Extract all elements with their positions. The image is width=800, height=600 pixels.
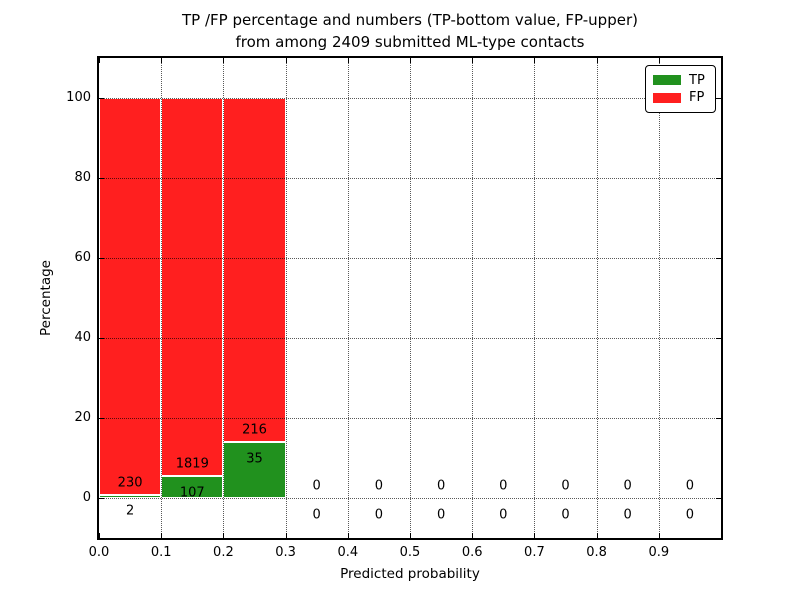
- gridline-vertical: [658, 58, 660, 538]
- x-tick-mark-top: [410, 58, 411, 63]
- fp-count-label: 0: [499, 478, 508, 494]
- y-tick-label: 0: [82, 490, 91, 505]
- tp-count-label: 0: [436, 507, 446, 523]
- y-tick-mark-right: [716, 178, 721, 179]
- bar-segment-fp: [161, 98, 224, 476]
- y-tick-mark-right: [716, 98, 721, 99]
- x-tick-label: 0.0: [88, 545, 110, 560]
- y-tick-mark-left: [99, 338, 104, 339]
- x-tick-mark-bottom: [161, 533, 163, 538]
- tp-count-label: 0: [312, 507, 321, 523]
- tp-count-label: 107: [179, 485, 205, 501]
- bar-segment-fp: [223, 98, 286, 443]
- x-tick-label: 0.3: [275, 545, 296, 560]
- gridline-vertical: [596, 58, 598, 538]
- gridline-vertical: [223, 58, 225, 538]
- fp-count-label: 0: [685, 478, 695, 494]
- y-tick-mark-left: [99, 258, 104, 259]
- fp-count-label: 0: [312, 478, 321, 494]
- x-tick-label: 0.8: [586, 545, 607, 560]
- legend-item-tp: TP: [653, 74, 708, 87]
- tp-count-label: 2: [125, 503, 135, 519]
- x-tick-mark-top: [347, 58, 349, 63]
- y-tick-label: 20: [74, 410, 91, 425]
- y-tick-label: 100: [66, 90, 91, 105]
- fp-count-label: 1819: [175, 456, 209, 472]
- gridline-vertical: [534, 58, 536, 538]
- chart-title-line1: TP /FP percentage and numbers (TP-bottom…: [182, 11, 638, 29]
- gridline-vertical: [472, 58, 474, 538]
- x-tick-mark-top: [161, 58, 163, 63]
- tp-count-label: 35: [246, 451, 263, 467]
- y-tick-label: 60: [74, 250, 91, 265]
- x-tick-label: 0.9: [648, 545, 670, 560]
- y-tick-mark-right: [716, 418, 721, 419]
- fp-count-label: 230: [117, 475, 143, 491]
- x-tick-mark-bottom: [285, 533, 287, 538]
- x-tick-label: 0.5: [399, 545, 421, 560]
- gridline-vertical: [285, 58, 287, 538]
- gridline-vertical: [410, 58, 411, 538]
- y-tick-mark-left: [99, 418, 104, 419]
- tp-count-label: 0: [623, 507, 632, 523]
- gridline-vertical: [161, 58, 163, 538]
- legend-item-fp: FP: [653, 91, 708, 104]
- bar-segment-fp: [99, 98, 162, 495]
- x-tick-mark-top: [99, 58, 100, 63]
- fp-count-label: 0: [623, 478, 632, 494]
- fp-count-label: 0: [436, 478, 446, 494]
- y-tick-label: 40: [74, 330, 91, 345]
- x-tick-mark-bottom: [223, 533, 225, 538]
- fp-count-label: 0: [374, 478, 384, 494]
- x-tick-mark-top: [223, 58, 225, 63]
- legend-fp-swatch-icon: [653, 92, 681, 103]
- y-tick-mark-left: [99, 498, 104, 499]
- x-tick-mark-top: [534, 58, 536, 63]
- x-tick-mark-bottom: [534, 533, 536, 538]
- x-tick-mark-top: [658, 58, 660, 63]
- y-tick-mark-left: [99, 98, 104, 99]
- legend-tp-swatch-icon: [653, 75, 681, 86]
- legend: TP FP: [645, 65, 716, 113]
- tp-count-label: 0: [499, 507, 508, 523]
- legend-label-fp: FP: [689, 90, 705, 106]
- chart-title: TP /FP percentage and numbers (TP-bottom…: [99, 9, 721, 53]
- x-tick-mark-top: [285, 58, 287, 63]
- x-tick-mark-bottom: [410, 533, 411, 538]
- plot-area: [97, 56, 723, 540]
- x-tick-label: 0.7: [524, 545, 545, 560]
- tp-count-label: 0: [561, 507, 570, 523]
- x-tick-mark-bottom: [472, 533, 474, 538]
- x-tick-mark-bottom: [347, 533, 349, 538]
- x-axis-label: Predicted probability: [340, 566, 480, 582]
- y-tick-label: 80: [74, 170, 91, 185]
- x-tick-label: 0.2: [213, 545, 234, 560]
- tp-count-label: 0: [685, 507, 695, 523]
- y-tick-mark-right: [716, 258, 721, 259]
- legend-label-tp: TP: [689, 72, 705, 88]
- fp-count-label: 0: [561, 478, 570, 494]
- x-tick-mark-bottom: [99, 533, 100, 538]
- y-axis-label: Percentage: [38, 260, 54, 336]
- y-tick-mark-right: [716, 498, 721, 499]
- x-tick-label: 0.6: [461, 545, 483, 560]
- chart-title-line2: from among 2409 submitted ML-type contac…: [235, 33, 585, 51]
- x-tick-mark-top: [472, 58, 474, 63]
- tp-count-label: 0: [374, 507, 384, 523]
- fp-count-label: 216: [242, 422, 267, 438]
- y-tick-mark-left: [99, 178, 104, 179]
- x-tick-mark-top: [596, 58, 598, 63]
- x-tick-label: 0.1: [150, 545, 172, 560]
- bar-segment-tp: [99, 494, 162, 498]
- gridline-vertical: [347, 58, 349, 538]
- x-tick-mark-bottom: [658, 533, 660, 538]
- y-tick-mark-right: [716, 338, 721, 339]
- x-tick-label: 0.4: [337, 545, 359, 560]
- x-tick-mark-bottom: [596, 533, 598, 538]
